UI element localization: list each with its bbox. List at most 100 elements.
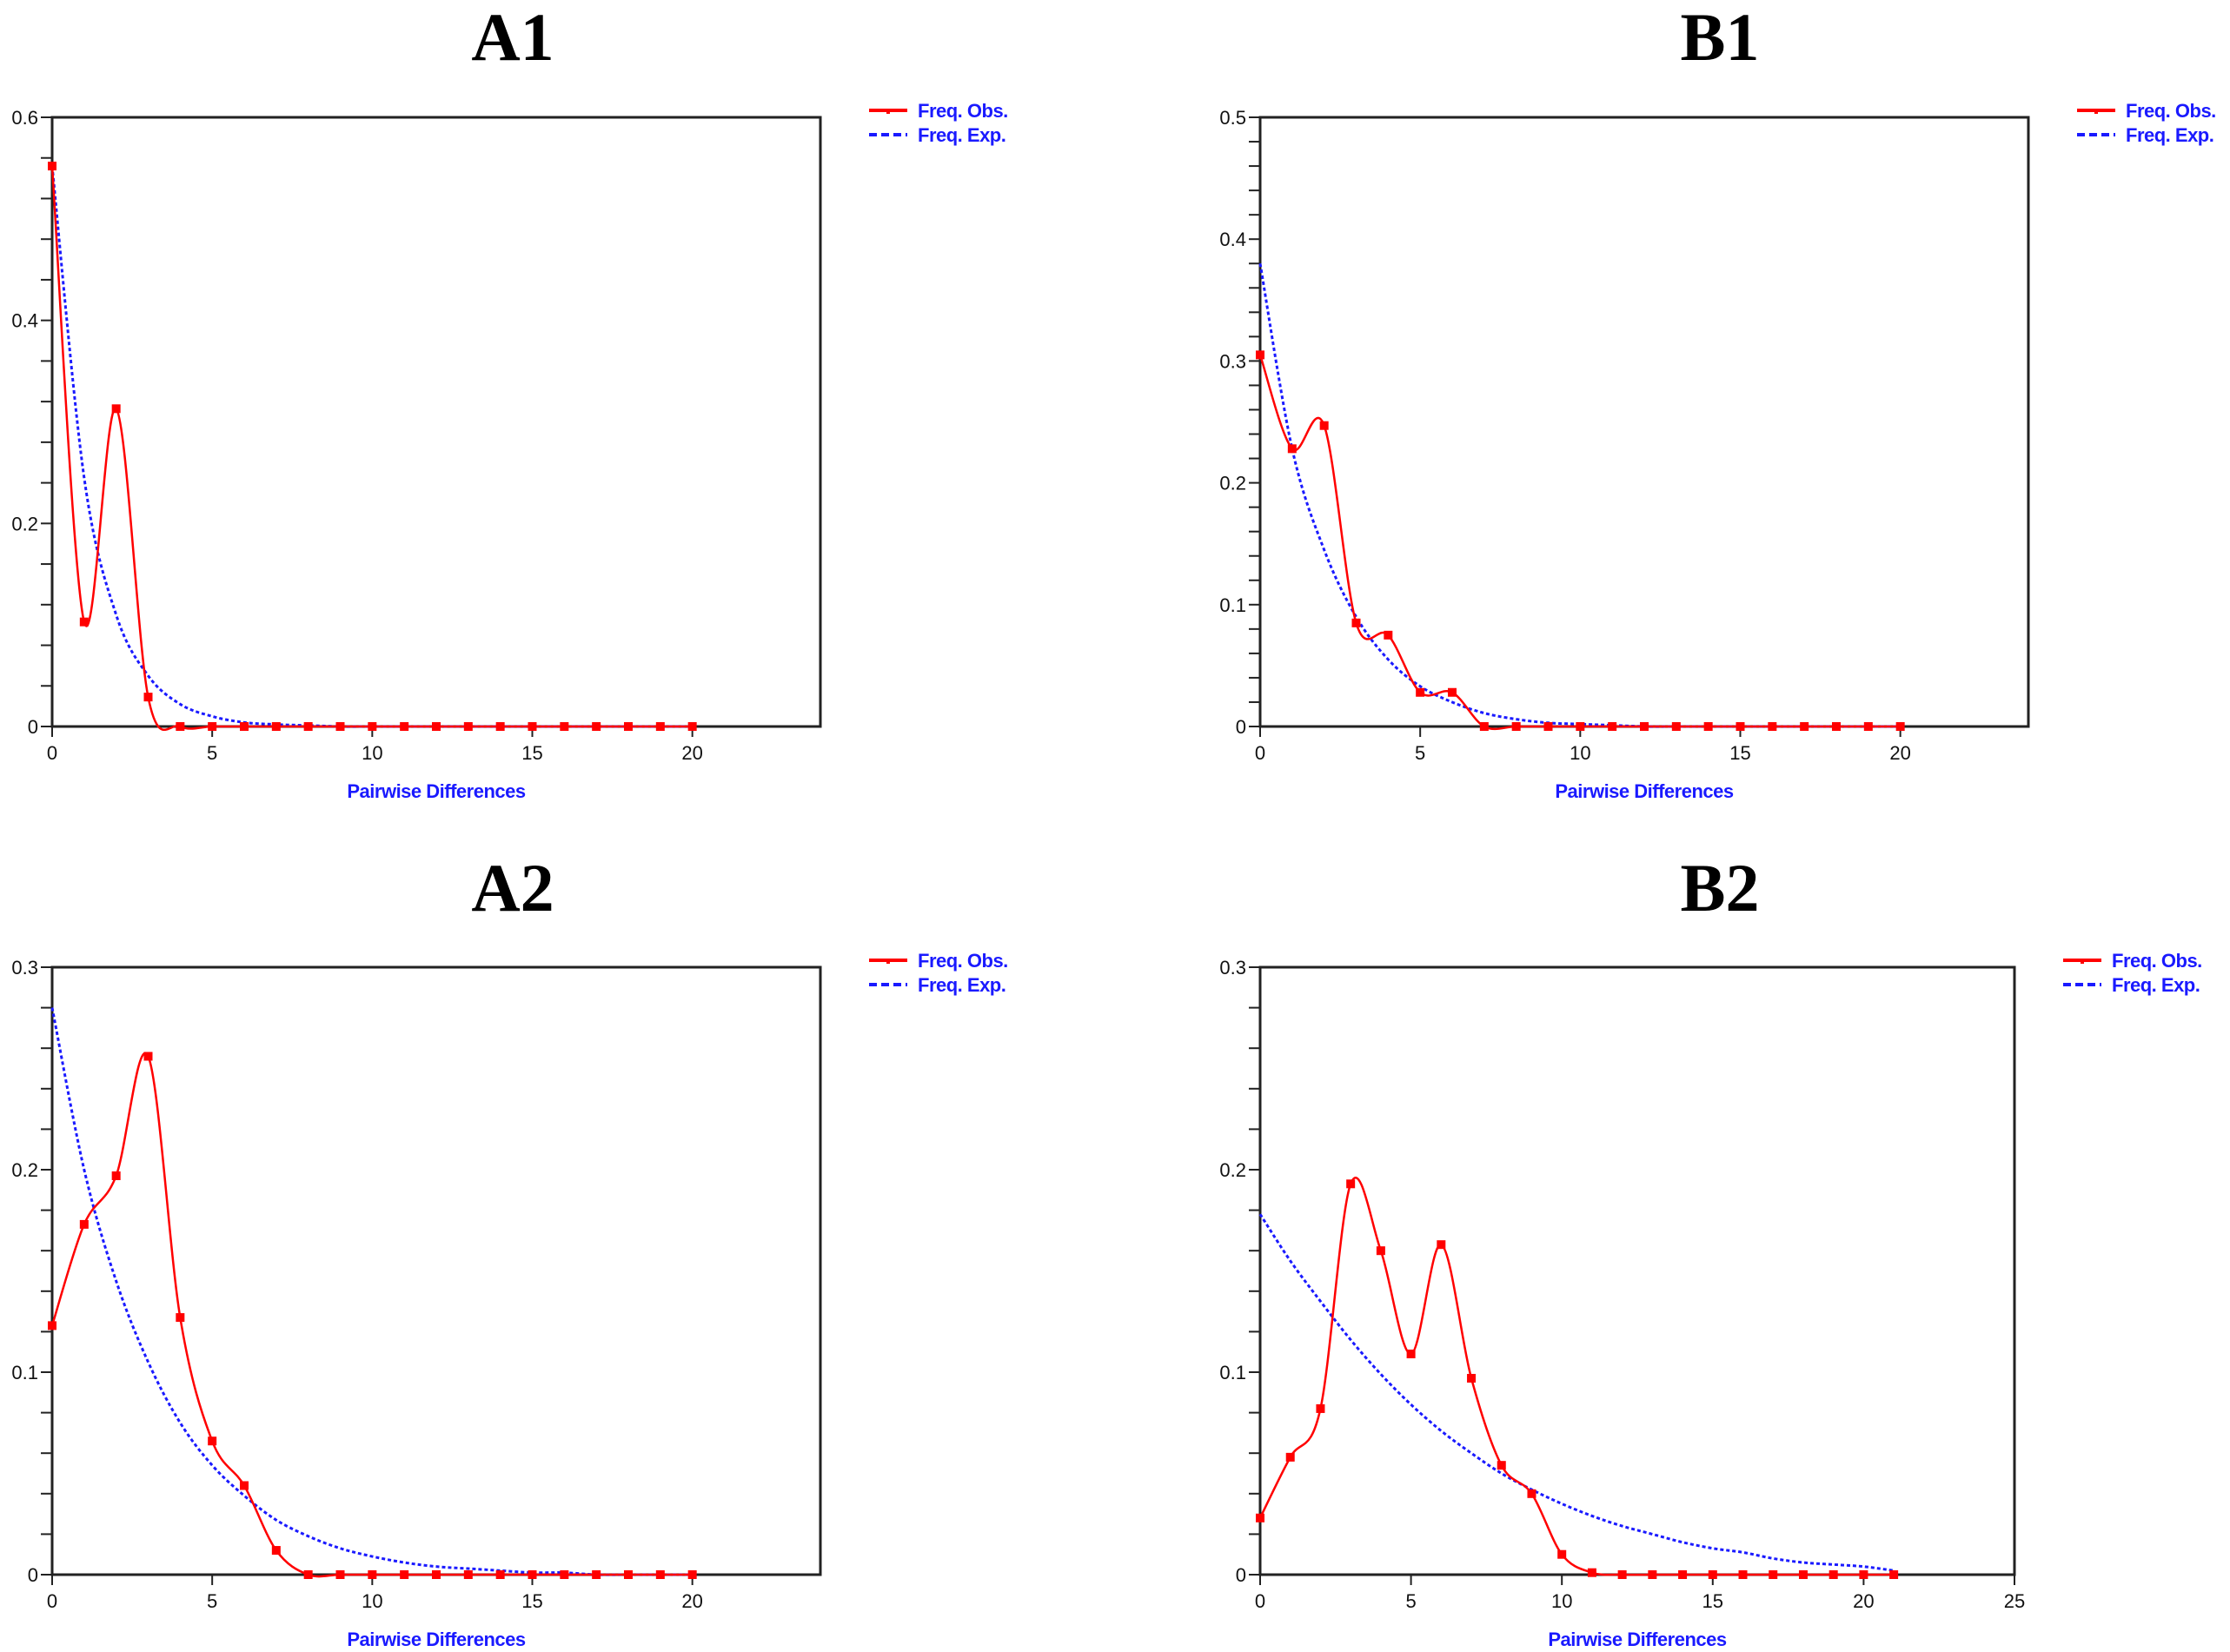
expected-series-line	[50, 1007, 693, 1576]
plot-frame	[1258, 116, 2030, 728]
observed-marker	[1587, 1568, 1596, 1577]
observed-marker	[1416, 687, 1425, 697]
x-tick-label: 5	[1405, 1590, 1416, 1612]
observed-marker	[1671, 722, 1681, 731]
observed-marker	[400, 1570, 409, 1579]
panel-b1: B1 0 0.1 0.2 0.3 0.4 0.5 0 5 10 15 20 Pairwise Diff…	[1115, 0, 2230, 826]
plot-frame	[50, 965, 822, 1576]
expected-series-line	[1258, 1213, 1895, 1572]
observed-marker	[1708, 1570, 1717, 1579]
observed-marker	[368, 1570, 377, 1579]
legend-observed-label: Freq. Obs.	[918, 100, 1008, 122]
panel-title-b1: B1	[1680, 0, 1760, 75]
observed-marker	[1351, 618, 1361, 627]
observed-marker	[335, 722, 345, 731]
observed-marker	[1543, 722, 1553, 731]
observed-marker	[1376, 1246, 1385, 1256]
panel-b2: B2 0 0.1 0.2 0.3 0 5 10 15 20 25 Pairwise Differen…	[1115, 826, 2230, 1652]
y-tick-label: 0.2	[1219, 1159, 1246, 1181]
observed-marker	[111, 404, 121, 414]
legend-expected-label: Freq. Exp.	[918, 124, 1005, 146]
observed-marker	[1527, 1489, 1536, 1498]
legend-observed-marker	[2094, 110, 2098, 114]
observed-marker	[1828, 1570, 1838, 1579]
observed-marker	[1640, 722, 1649, 731]
panel-title-a1: A1	[471, 0, 554, 75]
observed-marker	[208, 1436, 217, 1446]
observed-marker	[1287, 444, 1297, 454]
observed-marker	[432, 722, 441, 731]
observed-marker	[528, 722, 537, 731]
panel-a1: A1 0 0.2 0.4 0.6 0 5 10 15 20 Pairwise Difference…	[0, 0, 1115, 826]
observed-marker	[1406, 1350, 1416, 1359]
x-tick-label: 0	[47, 742, 57, 764]
observed-marker	[1511, 722, 1521, 731]
x-axis-label: Pairwise Differences	[1548, 1629, 1726, 1650]
observed-marker	[1832, 722, 1841, 731]
x-tick-label: 20	[681, 742, 702, 764]
plot-frame	[50, 116, 822, 728]
observed-marker	[335, 1570, 345, 1579]
legend-observed-marker	[2081, 960, 2084, 964]
x-tick-label: 0	[1255, 742, 1265, 764]
observed-marker	[208, 722, 217, 731]
y-tick-label: 0.1	[1219, 594, 1246, 616]
legend-observed-label: Freq. Obs.	[2112, 950, 2202, 972]
x-tick-label: 10	[362, 742, 382, 764]
observed-marker	[111, 1171, 121, 1180]
observed-marker	[1256, 350, 1264, 360]
x-tick-label: 20	[1853, 1590, 1874, 1612]
legend-expected-label: Freq. Exp.	[918, 974, 1005, 996]
observed-marker	[1557, 1549, 1567, 1559]
observed-marker	[495, 722, 505, 731]
observed-marker	[1576, 722, 1585, 731]
x-axis-label: Pairwise Differences	[1555, 780, 1733, 802]
y-tick-label: 0.2	[11, 513, 38, 534]
y-tick-label: 0.1	[1219, 1362, 1246, 1383]
chart-a2: 0 0.1 0.2 0.3 0 5 10 15 20 Pairwise Differences Fr…	[11, 950, 1008, 1650]
observed-marker	[687, 1570, 697, 1579]
observed-marker	[624, 1570, 633, 1579]
observed-marker	[1617, 1570, 1627, 1579]
observed-marker	[1768, 722, 1777, 731]
x-tick-label: 15	[1729, 742, 1750, 764]
observed-marker	[79, 617, 89, 627]
x-tick-label: 15	[1702, 1590, 1723, 1612]
observed-marker	[1798, 1570, 1808, 1579]
observed-marker	[1497, 1461, 1506, 1470]
observed-marker	[560, 722, 569, 731]
y-tick-label: 0.5	[1219, 107, 1246, 129]
observed-marker	[48, 162, 56, 171]
y-tick-label: 0	[28, 716, 38, 738]
x-tick-label: 10	[362, 1590, 382, 1612]
observed-marker	[592, 1570, 601, 1579]
observed-marker	[303, 1570, 313, 1579]
x-tick-label: 25	[2004, 1590, 2025, 1612]
chart-a1: 0 0.2 0.4 0.6 0 5 10 15 20 Pairwise Differences Fr…	[11, 100, 1008, 802]
legend-expected-label: Freq. Exp.	[2126, 124, 2213, 146]
y-tick-label: 0.3	[1219, 957, 1246, 979]
x-tick-label: 0	[47, 1590, 57, 1612]
observed-marker	[368, 722, 377, 731]
observed-marker	[1863, 722, 1873, 731]
y-tick-label: 0	[1236, 716, 1246, 738]
observed-marker	[1703, 722, 1713, 731]
x-tick-label: 0	[1255, 1590, 1265, 1612]
x-tick-label: 15	[521, 1590, 542, 1612]
observed-marker	[271, 722, 281, 731]
x-tick-label: 10	[1570, 742, 1590, 764]
observed-marker	[687, 722, 697, 731]
observed-marker	[240, 722, 249, 731]
legend-expected-label: Freq. Exp.	[2112, 974, 2200, 996]
observed-marker	[48, 1321, 56, 1330]
observed-marker	[1648, 1570, 1657, 1579]
legend-observed-marker	[886, 110, 890, 114]
observed-marker	[463, 1570, 473, 1579]
y-tick-label: 0.2	[1219, 473, 1246, 494]
x-tick-label: 15	[521, 742, 542, 764]
observed-marker	[1285, 1452, 1295, 1462]
x-tick-label: 10	[1551, 1590, 1572, 1612]
observed-marker	[655, 722, 665, 731]
observed-marker	[1319, 421, 1329, 430]
panel-title-b2: B2	[1680, 850, 1760, 926]
